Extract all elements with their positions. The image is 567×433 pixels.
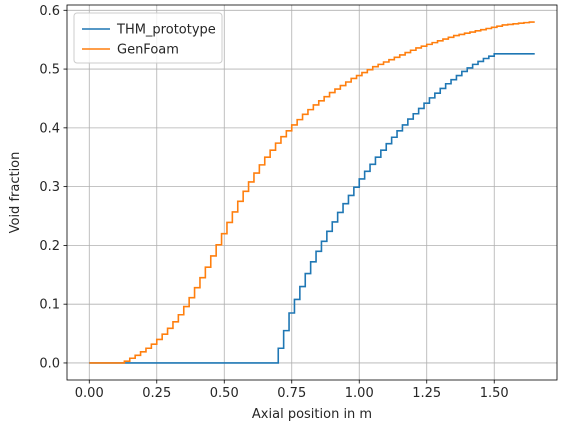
grid bbox=[67, 5, 557, 380]
legend: THM_prototype GenFoam bbox=[73, 12, 223, 64]
x-axis-label: Axial position in m bbox=[252, 407, 372, 422]
y-tick-label: 0.5 bbox=[39, 63, 60, 78]
legend-label-genfoam: GenFoam bbox=[117, 43, 179, 58]
x-tick-label: 1.00 bbox=[345, 386, 374, 401]
x-tick-label: 0.25 bbox=[142, 386, 171, 401]
y-tick-label: 0.0 bbox=[39, 356, 60, 371]
x-tick-label: 0.50 bbox=[210, 386, 239, 401]
x-tick-label: 1.50 bbox=[480, 386, 509, 401]
y-tick-label: 0.6 bbox=[39, 4, 60, 19]
x-tick-label: 0.75 bbox=[277, 386, 306, 401]
plot-frame bbox=[66, 4, 558, 381]
legend-label-thm-prototype: THM_prototype bbox=[116, 23, 216, 38]
series-line-genfoam bbox=[89, 21, 535, 364]
y-tick-label: 0.2 bbox=[39, 239, 60, 254]
series-line-thm-prototype bbox=[89, 52, 535, 364]
x-tick-label: 1.25 bbox=[412, 386, 441, 401]
series-layer bbox=[89, 21, 535, 364]
legend-box bbox=[73, 12, 223, 64]
y-axis-label: Void fraction bbox=[8, 152, 23, 234]
x-tick-label: 0.00 bbox=[75, 386, 104, 401]
y-tick-label: 0.4 bbox=[39, 121, 60, 136]
y-tick-label: 0.1 bbox=[39, 298, 60, 313]
ticks: 0.00 0.25 0.50 0.75 1.00 1.25 1.50 0.0 0.1 0.2 0.3… bbox=[39, 4, 508, 401]
y-tick-label: 0.3 bbox=[39, 180, 60, 195]
